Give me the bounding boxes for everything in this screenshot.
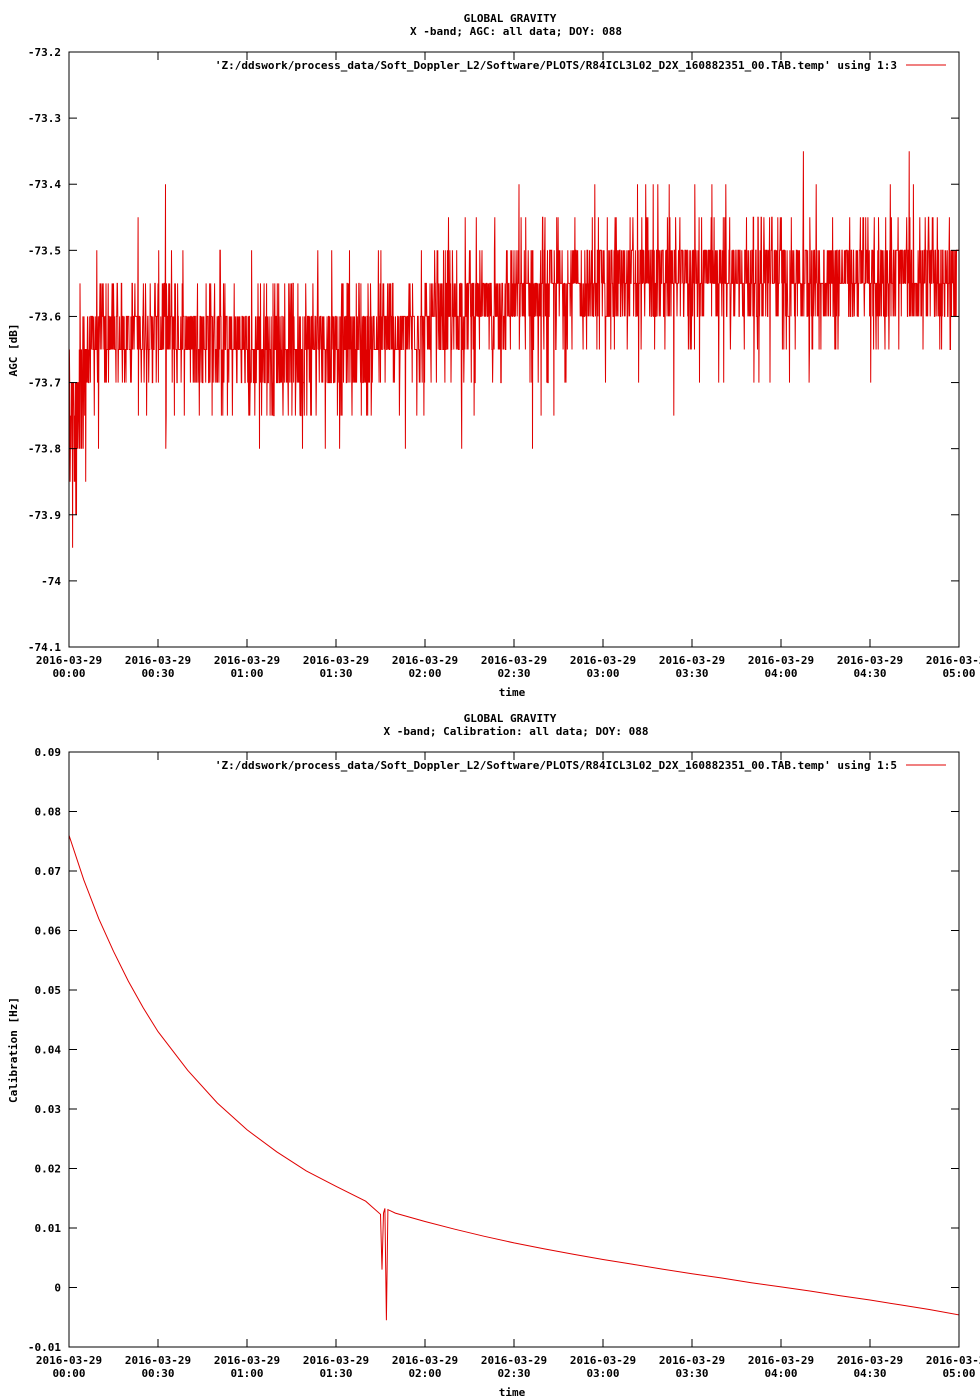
- chart-2-x-tick-time: 00:00: [52, 1367, 85, 1380]
- chart-1-y-label: AGC [dB]: [7, 324, 20, 377]
- chart-1-x-tick-time: 01:00: [230, 667, 263, 680]
- chart-2-y-tick-label: 0.05: [35, 984, 62, 997]
- chart-2-x-tick-time: 03:30: [675, 1367, 708, 1380]
- chart-2-x-tick-date: 2016-03-29: [214, 1354, 280, 1367]
- chart-2-x-tick-date: 2016-03-29: [36, 1354, 102, 1367]
- chart-1-series-line: [68, 151, 959, 548]
- chart-2-x-tick-date: 2016-03-29: [748, 1354, 814, 1367]
- chart-2-x-label: time: [499, 1386, 526, 1399]
- chart-2-y-tick-label: -0.01: [28, 1341, 61, 1354]
- chart-1-y-tick-label: -73.9: [28, 509, 61, 522]
- chart-2-y-tick-label: 0.02: [35, 1163, 62, 1176]
- chart-1-series: [68, 151, 959, 548]
- chart-2-x-tick-time: 04:30: [853, 1367, 886, 1380]
- chart-2-subtitle: X -band; Calibration: all data; DOY: 088: [384, 725, 649, 738]
- chart-1-legend-label: 'Z:/ddswork/process_data/Soft_Doppler_L2…: [215, 59, 897, 72]
- chart-2-x-tick-time: 03:00: [586, 1367, 619, 1380]
- chart-2-x-tick-time: 04:00: [764, 1367, 797, 1380]
- chart-2-x-tick-date: 2016-03-29: [926, 1354, 980, 1367]
- chart-1-title: GLOBAL GRAVITY: [464, 12, 557, 25]
- chart-2-series-line: [68, 763, 960, 1321]
- chart-1-x-tick-time: 04:00: [764, 667, 797, 680]
- chart-2-x-tick-time: 02:30: [497, 1367, 530, 1380]
- chart-2-x-tick-date: 2016-03-29: [392, 1354, 458, 1367]
- chart-2-y-tick-label: 0.03: [35, 1103, 62, 1116]
- chart-1-y-tick-label: -73.8: [28, 443, 61, 456]
- chart-2-x-tick-date: 2016-03-29: [837, 1354, 903, 1367]
- chart-1-x-tick-time: 05:00: [942, 667, 975, 680]
- chart-2-plot-frame: [68, 751, 960, 1348]
- chart-2-x-tick-date: 2016-03-29: [659, 1354, 725, 1367]
- chart-1-x-tick-time: 04:30: [853, 667, 886, 680]
- chart-2-y-tick-label: 0.01: [35, 1222, 62, 1235]
- chart-2-x-tick-date: 2016-03-29: [481, 1354, 547, 1367]
- chart-2-y-tick-label: 0.09: [35, 746, 62, 759]
- chart-2-y-tick-label: 0.04: [35, 1044, 62, 1057]
- chart-2-x-tick-time: 01:00: [230, 1367, 263, 1380]
- chart-2-y-tick-label: 0.08: [35, 806, 62, 819]
- chart-1-x-tick-time: 00:00: [52, 667, 85, 680]
- chart-1-y-tick-label: -74.1: [28, 641, 61, 654]
- chart-2-y-tick-label: 0: [54, 1282, 61, 1295]
- chart-1-y-tick-label: -73.3: [28, 112, 61, 125]
- chart-1-axes: -73.2 -73.3 -73.4 -73.5 -73.6 -73.7 -73.8 -73.9…: [28, 46, 980, 680]
- chart-2-x-tick-time: 05:00: [942, 1367, 975, 1380]
- chart-1-y-tick-label: -73.2: [28, 46, 61, 59]
- chart-2-axes: 0.09 0.08 0.07 0.06 0.05 0.04 0.03 0.02 0.01 0 -0.…: [28, 746, 980, 1380]
- chart-1-x-tick-date: 2016-03-29: [214, 654, 280, 667]
- chart-1-x-tick-date: 2016-03-29: [481, 654, 547, 667]
- chart-1-x-tick-date: 2016-03-29: [748, 654, 814, 667]
- chart-1-y-tick-label: -73.5: [28, 244, 61, 257]
- chart-1-x-tick-time: 03:00: [586, 667, 619, 680]
- chart-1-x-tick-date: 2016-03-29: [570, 654, 636, 667]
- chart-2-y-tick-label: 0.07: [35, 865, 62, 878]
- chart-1-y-tick-label: -73.7: [28, 377, 61, 390]
- chart-1-x-tick-date: 2016-03-29: [659, 654, 725, 667]
- chart-1-x-tick-time: 00:30: [141, 667, 174, 680]
- chart-1-x-tick-time: 02:00: [408, 667, 441, 680]
- chart-1-subtitle: X -band; AGC: all data; DOY: 088: [410, 25, 622, 38]
- chart-2-x-tick-time: 02:00: [408, 1367, 441, 1380]
- chart-2-x-tick-time: 00:30: [141, 1367, 174, 1380]
- chart-2-y-tick-label: 0.06: [35, 925, 62, 938]
- chart-1-x-tick-time: 02:30: [497, 667, 530, 680]
- chart-1-x-tick-time: 03:30: [675, 667, 708, 680]
- chart-2-x-tick-date: 2016-03-29: [570, 1354, 636, 1367]
- chart-1-x-tick-date: 2016-03-29: [837, 654, 903, 667]
- chart-2-legend-label: 'Z:/ddswork/process_data/Soft_Doppler_L2…: [215, 759, 897, 772]
- chart-1-x-tick-date: 2016-03-29: [36, 654, 102, 667]
- chart-1-x-label: time: [499, 686, 526, 699]
- chart-2-x-tick-date: 2016-03-29: [303, 1354, 369, 1367]
- chart-2-y-label: Calibration [Hz]: [7, 997, 20, 1103]
- chart-2-x-tick-time: 01:30: [319, 1367, 352, 1380]
- chart-2-x-tick-date: 2016-03-29: [125, 1354, 191, 1367]
- agc-chart: GLOBAL GRAVITY X -band; AGC: all data; D…: [7, 12, 980, 699]
- chart-1-x-tick-date: 2016-03-29: [303, 654, 369, 667]
- chart-1-y-tick-label: -73.4: [28, 178, 61, 191]
- chart-1-y-tick-label: -73.6: [28, 310, 61, 323]
- chart-1-y-tick-label: -74: [41, 575, 61, 588]
- chart-1-x-tick-time: 01:30: [319, 667, 352, 680]
- chart-2-title: GLOBAL GRAVITY: [464, 712, 557, 725]
- chart-1-x-tick-date: 2016-03-29: [926, 654, 980, 667]
- chart-1-x-tick-date: 2016-03-29: [392, 654, 458, 667]
- chart-2-series: [68, 763, 960, 1321]
- calibration-chart: GLOBAL GRAVITY X -band; Calibration: all…: [7, 712, 980, 1399]
- chart-1-x-tick-date: 2016-03-29: [125, 654, 191, 667]
